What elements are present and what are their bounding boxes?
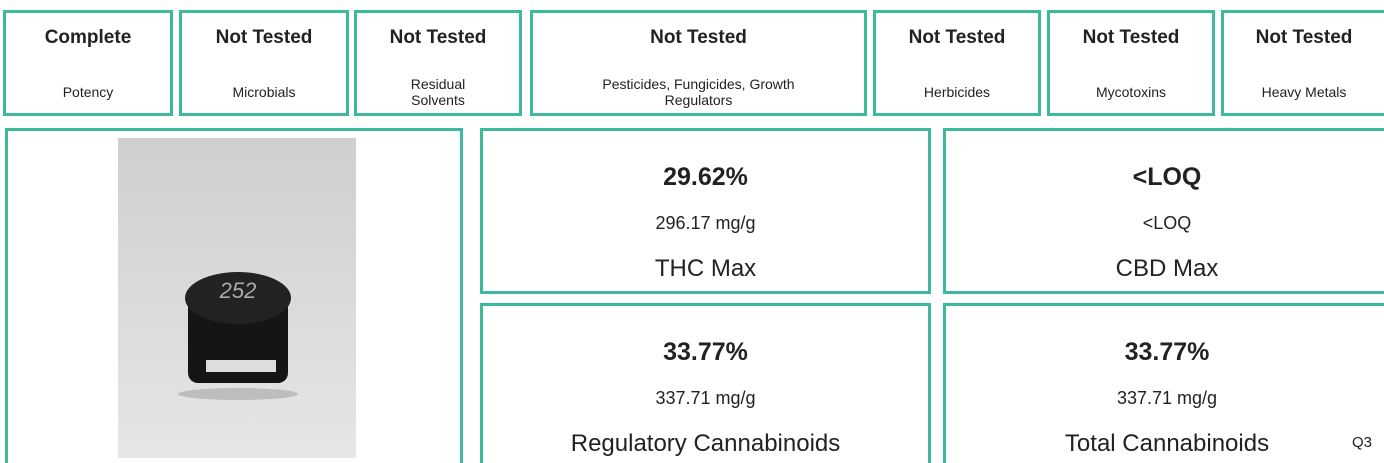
test-name-wrap: Pesticides, Fungicides, Growth Regulator… bbox=[533, 71, 864, 113]
result-amount: 337.71 mg/g bbox=[483, 388, 928, 409]
test-name: Herbicides bbox=[924, 84, 990, 100]
test-status: Not Tested bbox=[1224, 27, 1384, 49]
result-amount: <LOQ bbox=[946, 213, 1384, 234]
result-label: CBD Max bbox=[946, 255, 1384, 283]
result-box: <LOQ <LOQ CBD Max bbox=[943, 128, 1384, 294]
jar-label: 252 bbox=[219, 278, 257, 303]
test-name-wrap: Potency bbox=[6, 71, 170, 113]
result-percent: 33.77% bbox=[483, 338, 928, 367]
test-name-wrap: Microbials bbox=[182, 71, 346, 113]
test-status: Not Tested bbox=[357, 27, 519, 49]
result-label: Total Cannabinoids bbox=[946, 430, 1384, 458]
test-name: Microbials bbox=[232, 84, 295, 100]
test-name: Residual Solvents bbox=[393, 76, 483, 108]
result-label: Regulatory Cannabinoids bbox=[483, 430, 928, 458]
result-percent: 29.62% bbox=[483, 163, 928, 192]
test-name: Pesticides, Fungicides, Growth Regulator… bbox=[574, 76, 824, 108]
test-name: Mycotoxins bbox=[1096, 84, 1166, 100]
test-name-wrap: Heavy Metals bbox=[1224, 71, 1384, 113]
result-box: 33.77% 337.71 mg/g Total Cannabinoids bbox=[943, 303, 1384, 463]
test-name: Potency bbox=[63, 84, 114, 100]
result-amount: 296.17 mg/g bbox=[483, 213, 928, 234]
footer-code: Q3 bbox=[1352, 434, 1372, 451]
test-name-wrap: Herbicides bbox=[876, 71, 1038, 113]
result-box: 29.62% 296.17 mg/g THC Max bbox=[480, 128, 931, 294]
test-name-wrap: Residual Solvents bbox=[357, 71, 519, 113]
photo-box: 252 bbox=[5, 128, 463, 463]
test-box: Not Tested Pesticides, Fungicides, Growt… bbox=[530, 10, 867, 116]
test-name-wrap: Mycotoxins bbox=[1050, 71, 1212, 113]
page: Complete Potency Not Tested Microbials N… bbox=[0, 0, 1384, 463]
result-box: 33.77% 337.71 mg/g Regulatory Cannabinoi… bbox=[480, 303, 931, 463]
test-name: Heavy Metals bbox=[1262, 84, 1347, 100]
test-status: Not Tested bbox=[182, 27, 346, 49]
test-box: Not Tested Residual Solvents bbox=[354, 10, 522, 116]
jar-shadow bbox=[178, 388, 298, 400]
result-amount: 337.71 mg/g bbox=[946, 388, 1384, 409]
test-box: Not Tested Herbicides bbox=[873, 10, 1041, 116]
test-status: Not Tested bbox=[876, 27, 1038, 49]
test-box: Not Tested Heavy Metals bbox=[1221, 10, 1384, 116]
test-status: Complete bbox=[6, 27, 170, 49]
result-percent: 33.77% bbox=[946, 338, 1384, 367]
test-status: Not Tested bbox=[533, 27, 864, 49]
jar-barcode bbox=[206, 360, 276, 372]
test-status: Not Tested bbox=[1050, 27, 1212, 49]
photo: 252 bbox=[118, 138, 356, 458]
test-box: Not Tested Mycotoxins bbox=[1047, 10, 1215, 116]
result-percent: <LOQ bbox=[946, 163, 1384, 192]
test-box: Complete Potency bbox=[3, 10, 173, 116]
test-box: Not Tested Microbials bbox=[179, 10, 349, 116]
result-label: THC Max bbox=[483, 255, 928, 283]
